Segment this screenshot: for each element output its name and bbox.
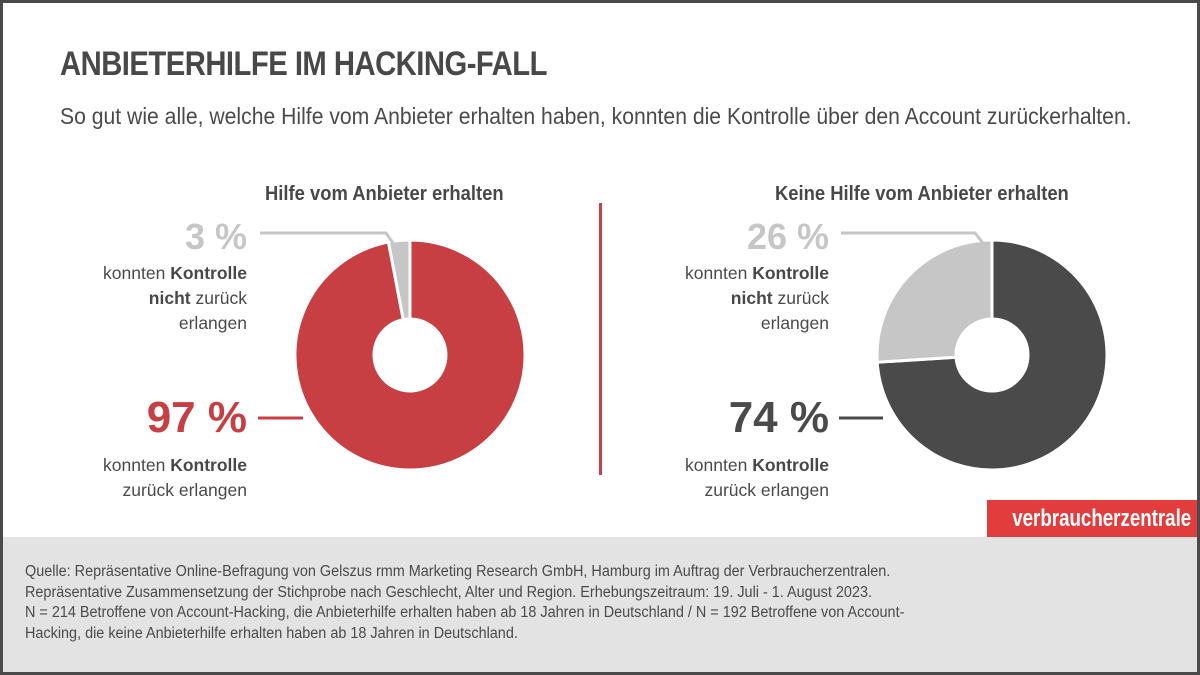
source-line-3: N = 214 Betroffene von Account-Hacking, … [25,604,905,621]
page-subtitle: So gut wie alle, welche Hilfe vom Anbiet… [60,103,1132,129]
value-97pct: 97 % [146,393,247,442]
donut-charts [258,231,1109,472]
donut-chart-without-help [875,238,1109,472]
source-line-4: Hacking, die keine Anbieterhilfe erhalte… [25,624,518,642]
value-26pct: 26 % [746,216,829,257]
leader-line-26pct [841,231,985,244]
source-footer: Quelle: Repräsentative Online-Befragung … [3,537,1197,672]
leader-line-3pct [260,231,395,244]
page-title: ANBIETERHILFE IM HACKING-FALL [60,45,547,83]
source-line-2: Repräsentative Zusammensetzung der Stich… [25,583,872,601]
panel-title-without-help: Keine Hilfe vom Anbieter erhalten [775,183,1069,205]
desc-regained-right: konnten Kontrolle zurück erlangen [685,455,829,500]
desc-not-regained-left: konnten Kontrolle nicht zurück erlangen [103,263,247,333]
source-line-1: Quelle: Repräsentative Online-Befragung … [25,563,891,580]
donut-segment-not-regained [875,238,994,364]
source-notes: Quelle: Repräsentative Online-Befragung … [25,562,1141,644]
donut-segment-regained [293,238,527,472]
value-74pct: 74 % [728,393,829,442]
desc-regained-left: konnten Kontrolle zurück erlangen [103,455,247,500]
panel-title-with-help: Hilfe vom Anbieter erhalten [265,183,504,205]
donut-segment-regained [875,238,1109,472]
donut-chart-with-help [293,238,527,472]
value-3pct: 3 % [184,216,247,257]
verbraucherzentrale-logo: verbraucherzentrale [987,500,1197,537]
donut-segment-not-regained [386,238,412,322]
infographic-frame: ANBIETERHILFE IM HACKING-FALL So gut wie… [3,3,1197,672]
panel-divider [599,203,602,475]
desc-not-regained-right: konnten Kontrolle nicht zurück erlangen [685,263,829,333]
